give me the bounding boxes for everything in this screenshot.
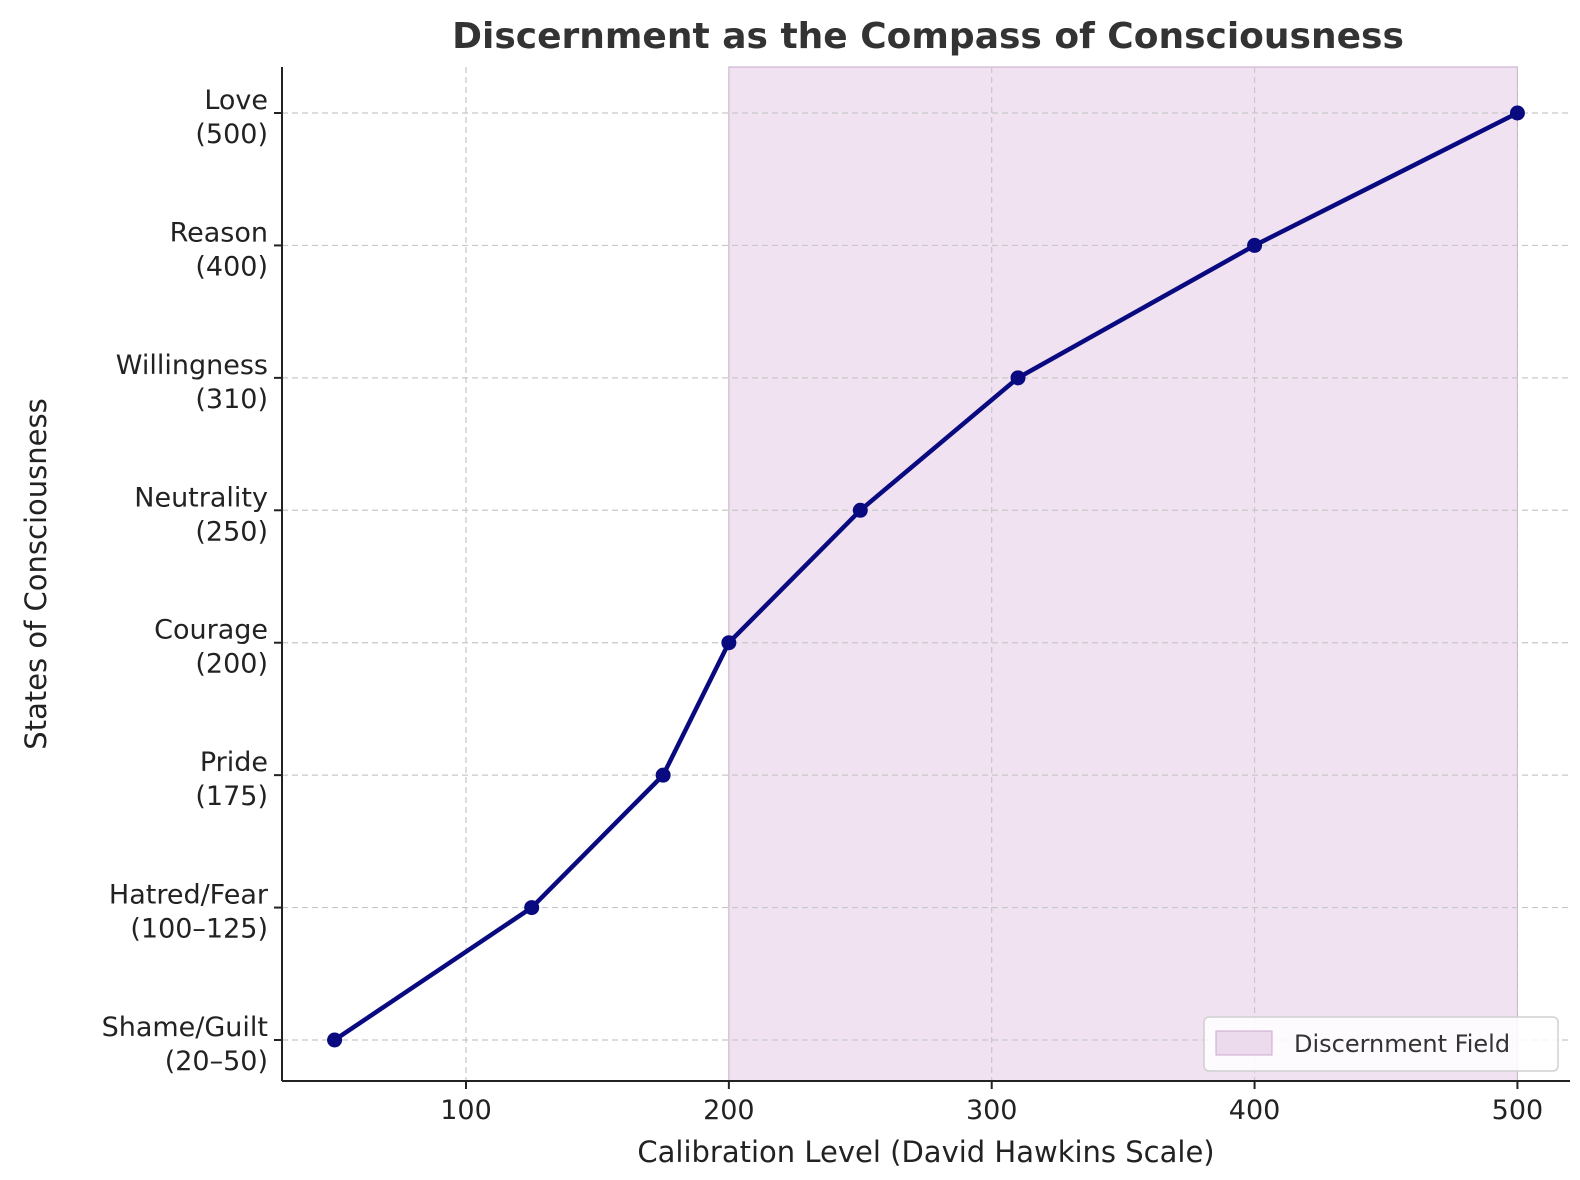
x-tick-label: 400 [1229,1095,1281,1126]
x-tick-label: 100 [440,1095,492,1126]
y-tick-label-name: Pride [200,747,268,778]
discernment-field-region [728,66,1518,1082]
y-tick-label-range: (100–125) [130,914,268,945]
data-point [655,767,671,783]
data-point [1509,105,1525,121]
y-tick-label-name: Neutrality [134,482,268,513]
y-tick-label-range: (500) [195,119,268,150]
legend-box [1203,1016,1559,1072]
x-tick-label: 200 [703,1095,755,1126]
y-tick-label-name: Reason [170,217,268,248]
x-axis-label: Calibration Level (David Hawkins Scale) [637,1135,1214,1169]
axes-layer [281,67,1570,1082]
x-tick-label: 500 [1492,1095,1544,1126]
data-point [327,1032,343,1048]
data-point [524,900,540,916]
chart-title: Discernment as the Compass of Consciousn… [452,16,1404,57]
series-layer [327,105,1525,1048]
y-tick-label-name: Courage [154,615,268,646]
shade-layer [728,66,1518,1082]
y-tick-label-range: (400) [195,251,268,282]
legend-swatch [1215,1030,1273,1056]
x-tick-layer: 100 200 300 400 500 [440,1081,1543,1126]
y-tick-label-name: Shame/Guilt [102,1012,268,1043]
y-tick-label-range: (175) [195,781,268,812]
data-point [721,635,737,651]
y-tick-label-range: (310) [195,384,268,415]
y-tick-label-range: (20–50) [165,1046,268,1077]
data-point [852,502,868,518]
y-axis-label: States of Consciousness [19,398,53,749]
legend-label: Discernment Field [1294,1030,1510,1058]
y-tick-layer: Shame/Guilt(20–50) Hatred/Fear(100–125) Pr… [102,85,282,1077]
y-tick-label-name: Willingness [116,350,268,381]
y-tick-label-name: Love [204,85,268,116]
data-point [1010,370,1026,386]
y-tick-label-range: (250) [195,516,268,547]
grid-layer [282,67,1570,1081]
y-tick-label-range: (200) [195,649,268,680]
data-point [1247,237,1263,253]
legend: Discernment Field [1203,1016,1559,1072]
x-tick-label: 300 [966,1095,1018,1126]
series-line [332,110,1520,1043]
y-tick-label-name: Hatred/Fear [109,880,269,911]
